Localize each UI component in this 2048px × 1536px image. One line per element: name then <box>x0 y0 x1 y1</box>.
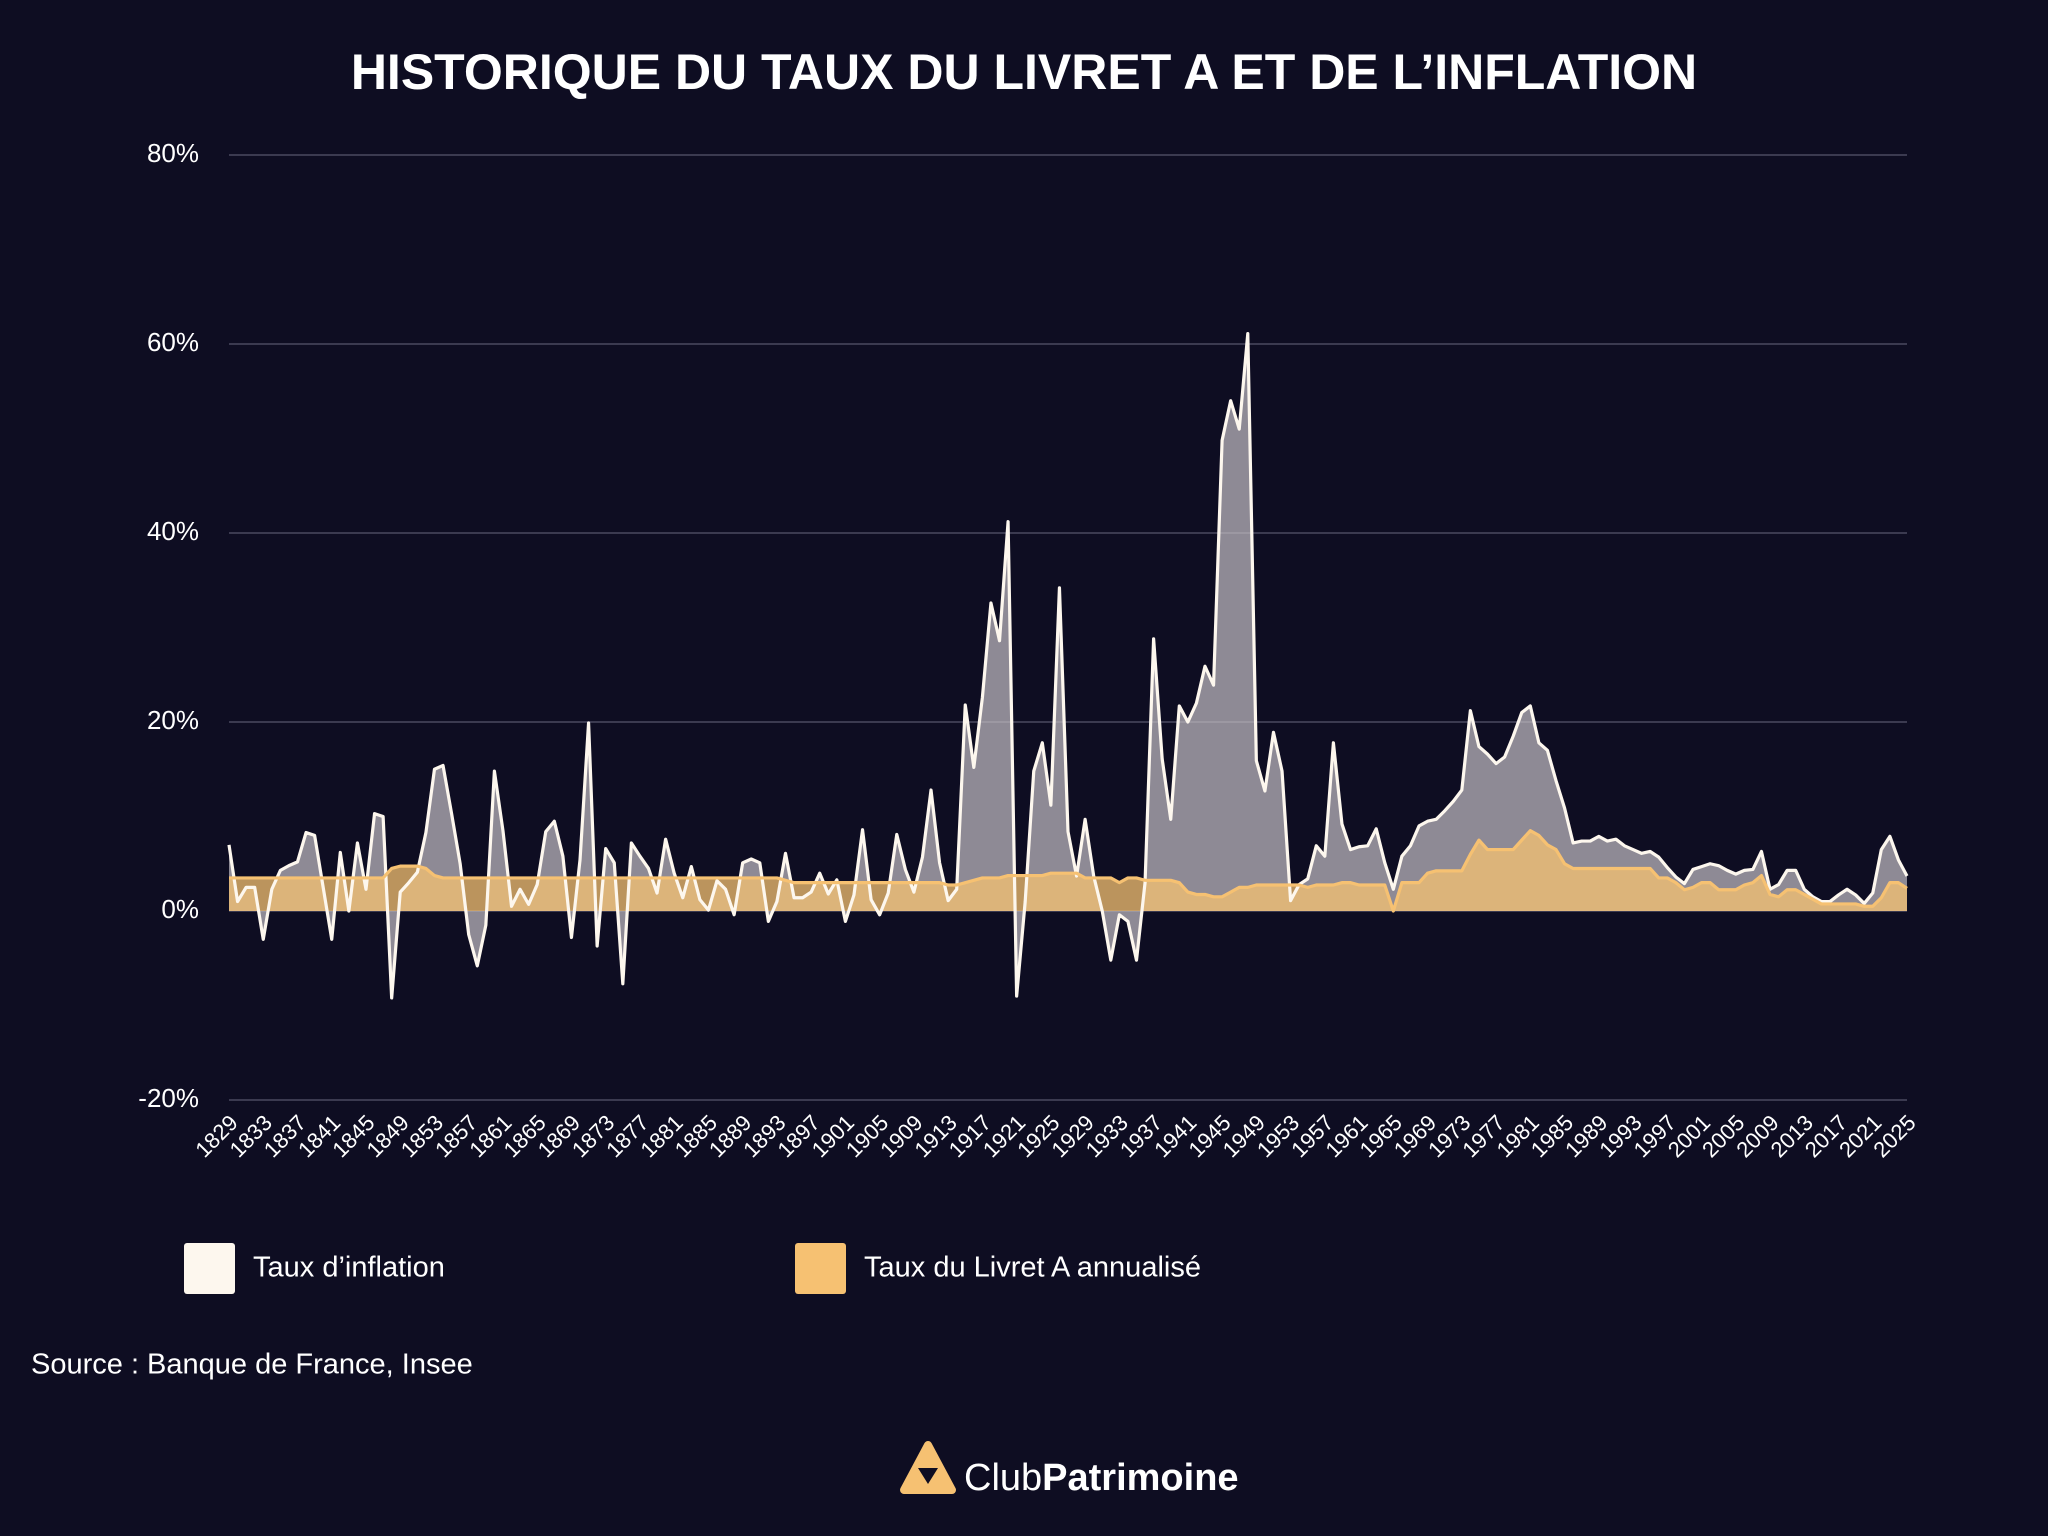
plot-area <box>227 332 1909 1000</box>
y-tick-label: -20% <box>138 1083 199 1113</box>
y-tick-label: 20% <box>147 705 199 735</box>
series-line <box>229 829 1908 913</box>
series-line <box>227 332 1909 1000</box>
source-note: Source : Banque de France, Insee <box>31 1349 473 1381</box>
brand-name: ClubPatrimoine <box>964 1457 1239 1499</box>
y-tick-label: 80% <box>147 138 199 168</box>
legend: Taux d’inflation Taux du Livret A annuali… <box>184 1243 1201 1294</box>
legend-swatch <box>184 1243 235 1294</box>
y-tick-label: 0% <box>161 894 199 924</box>
legend-label: Taux du Livret A annualisé <box>864 1252 1201 1284</box>
legend-swatch <box>795 1243 846 1294</box>
y-tick-label: 40% <box>147 516 199 546</box>
brand-light: Club <box>964 1457 1042 1499</box>
chart-title: HISTORIQUE DU TAUX DU LIVRET A ET DE L’I… <box>351 44 1697 100</box>
logo-icon <box>900 1441 956 1494</box>
series-area <box>229 333 1907 998</box>
y-tick-label: 60% <box>147 327 199 357</box>
brand-bold: Patrimoine <box>1042 1457 1238 1499</box>
legend-label: Taux d’inflation <box>253 1252 445 1284</box>
logo-icon-inner <box>918 1468 938 1484</box>
brand-logo: ClubPatrimoine <box>900 1441 1239 1499</box>
